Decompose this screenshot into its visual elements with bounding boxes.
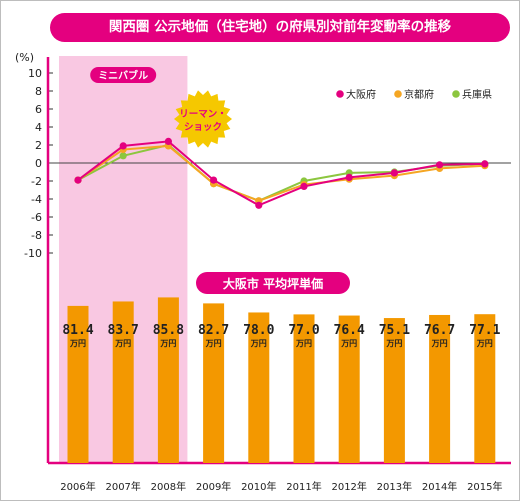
legend-marker-1 — [394, 90, 402, 98]
bar-unit-label: 万円 — [431, 339, 448, 348]
bar-unit-label: 万円 — [205, 339, 222, 348]
x-tick-label: 2012年 — [331, 480, 366, 493]
bar-unit-label: 万円 — [250, 339, 267, 348]
bar-3 — [203, 303, 225, 463]
legend-label-1: 京都府 — [404, 88, 434, 101]
bar-unit-label: 万円 — [159, 339, 176, 348]
lehman-shock-label-0: リーマン・ — [179, 109, 227, 120]
series-point-0 — [345, 173, 353, 181]
bar-value-label: 75.1 — [379, 323, 410, 338]
bar-value-label: 82.7 — [198, 323, 229, 338]
bar-6 — [338, 315, 360, 463]
y-tick-label: -4 — [31, 193, 42, 206]
series-point-0 — [255, 201, 263, 209]
series-point-0 — [119, 142, 127, 150]
bar-title-bg — [196, 272, 350, 294]
y-tick-label: 0 — [35, 157, 42, 170]
legend-marker-2 — [452, 90, 460, 98]
x-tick-label: 2008年 — [151, 480, 186, 493]
series-point-2 — [119, 152, 127, 160]
bar-value-label: 76.4 — [334, 323, 365, 338]
x-tick-label: 2010年 — [241, 480, 276, 493]
y-axis-unit: (%) — [15, 51, 34, 64]
bar-unit-label: 万円 — [69, 339, 86, 348]
series-point-0 — [436, 161, 444, 169]
series-line-0 — [77, 140, 485, 207]
bar-value-label: 77.0 — [288, 323, 319, 338]
x-tick-label: 2011年 — [286, 480, 321, 493]
bar-0 — [67, 305, 89, 463]
bar-unit-label: 万円 — [114, 339, 131, 348]
bar-8 — [429, 314, 451, 463]
y-tick-label: 6 — [35, 103, 42, 116]
series-point-0 — [481, 160, 489, 168]
bar-unit-label: 万円 — [476, 339, 493, 348]
bar-7 — [383, 318, 405, 463]
chart-title: 関西圏 公示地価（住宅地）の府県別対前年変動率の推移 — [50, 13, 510, 42]
y-tick-label: 4 — [35, 121, 42, 134]
mini-bubble-label: ミニバブル — [98, 69, 148, 82]
y-tick-label: -8 — [31, 229, 42, 242]
bar-value-label: 85.8 — [153, 323, 184, 338]
bar-2 — [157, 297, 179, 463]
y-tick-label: 8 — [35, 85, 42, 98]
x-tick-label: 2013年 — [377, 480, 412, 493]
bar-value-label: 76.7 — [424, 323, 455, 338]
series-point-0 — [390, 169, 398, 177]
bar-value-label: 77.1 — [469, 323, 500, 338]
y-tick-label: 10 — [28, 67, 42, 80]
y-tick-label: -2 — [31, 175, 42, 188]
bar-value-label: 83.7 — [108, 323, 139, 338]
legend-label-0: 大阪府 — [346, 88, 376, 101]
x-tick-label: 2009年 — [196, 480, 231, 493]
series-point-0 — [164, 137, 172, 145]
bar-9 — [474, 314, 496, 463]
series-line-1 — [77, 144, 485, 202]
bar-unit-label: 万円 — [295, 339, 312, 348]
bar-unit-label: 万円 — [340, 339, 357, 348]
lehman-shock-label-1: ショック — [184, 122, 222, 133]
x-tick-label: 2006年 — [60, 480, 95, 493]
bar-title: 大阪市 平均坪単価 — [223, 276, 323, 291]
bar-4 — [248, 312, 270, 463]
x-tick-label: 2014年 — [422, 480, 457, 493]
mini-bubble-label-bg — [90, 67, 157, 83]
series-point-0 — [74, 176, 82, 184]
y-tick-label: 2 — [35, 139, 42, 152]
series-point-0 — [210, 176, 218, 184]
series-point-0 — [300, 182, 308, 190]
bar-5 — [293, 314, 315, 463]
x-tick-label: 2015年 — [467, 480, 502, 493]
y-tick-label: -6 — [31, 211, 42, 224]
lehman-shock-burst — [174, 90, 232, 148]
bar-unit-label: 万円 — [385, 339, 402, 348]
y-tick-label: -10 — [24, 247, 42, 260]
x-tick-label: 2007年 — [105, 480, 140, 493]
legend-label-2: 兵庫県 — [462, 88, 492, 101]
bar-1 — [112, 301, 134, 463]
legend-marker-0 — [336, 90, 344, 98]
bar-value-label: 81.4 — [62, 323, 93, 338]
bar-value-label: 78.0 — [243, 323, 274, 338]
